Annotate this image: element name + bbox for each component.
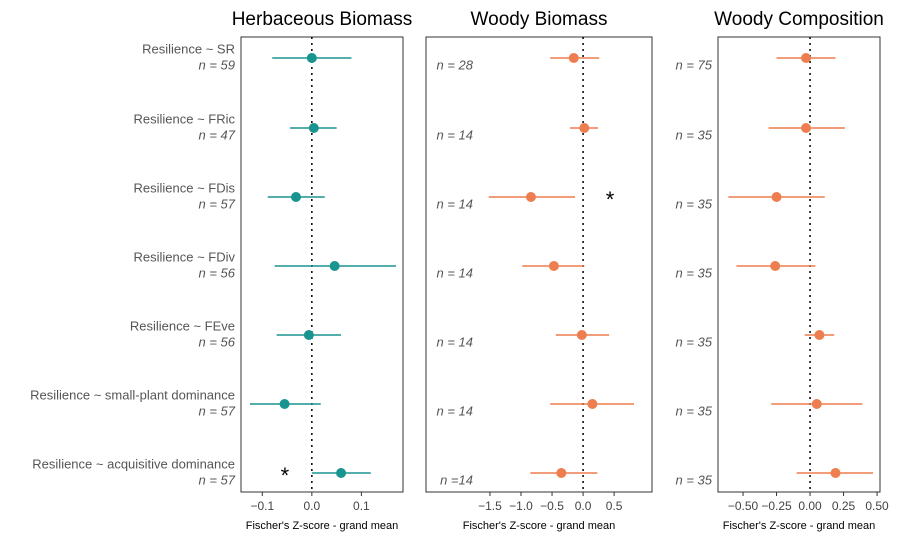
point xyxy=(525,192,536,202)
significance-marker: * xyxy=(281,463,290,488)
row-label: Resilience ~ FDiv xyxy=(133,249,235,264)
panel-frame xyxy=(425,36,653,493)
x-tick-label: 0.0 xyxy=(304,499,321,513)
x-tick-label: −0.25 xyxy=(761,499,792,513)
point xyxy=(329,261,340,271)
x-tick-label: 0.0 xyxy=(575,499,592,513)
point xyxy=(279,399,290,409)
x-tick-label: −0.50 xyxy=(728,499,759,513)
point xyxy=(336,468,347,478)
x-tick-label: −1.5 xyxy=(478,499,502,513)
point xyxy=(770,261,781,271)
n-label: n = 14 xyxy=(436,265,473,280)
panel-title: Woody Biomass xyxy=(471,9,608,30)
point xyxy=(303,330,314,340)
x-tick-label: 0.5 xyxy=(606,499,623,513)
significance-marker: * xyxy=(606,187,615,212)
n-label: n = 35 xyxy=(675,334,712,349)
row-label: Resilience ~ FDis xyxy=(133,180,235,195)
x-tick-label: 0.00 xyxy=(798,499,822,513)
x-axis-label: Fischer's Z-score - grand mean xyxy=(246,520,398,532)
n-label: n = 57 xyxy=(198,472,235,487)
point xyxy=(830,468,841,478)
point xyxy=(308,123,319,133)
x-tick-label: −0.1 xyxy=(250,499,274,513)
row-label: Resilience ~ small-plant dominance xyxy=(30,387,235,402)
point xyxy=(576,330,587,340)
panel-frame xyxy=(717,36,881,493)
panel-title: Woody Composition xyxy=(714,9,884,30)
n-label: n = 56 xyxy=(198,265,235,280)
point xyxy=(579,123,590,133)
n-label: n = 35 xyxy=(675,403,712,418)
point xyxy=(801,123,812,133)
n-label: n = 14 xyxy=(436,403,473,418)
n-label: n = 14 xyxy=(436,334,473,349)
n-label: n = 28 xyxy=(436,57,473,72)
n-label: n = 47 xyxy=(198,127,235,142)
point xyxy=(814,330,825,340)
point xyxy=(587,399,598,409)
n-label: n = 59 xyxy=(198,57,235,72)
n-label: n = 56 xyxy=(198,334,235,349)
x-tick-label: −0.5 xyxy=(540,499,564,513)
row-label: Resilience ~ FEve xyxy=(130,318,235,333)
row-label: Resilience ~ SR xyxy=(142,41,235,56)
n-label: n = 35 xyxy=(675,196,712,211)
x-tick-label: 0.50 xyxy=(865,499,889,513)
n-label: n = 35 xyxy=(675,265,712,280)
x-tick-label: −1.0 xyxy=(509,499,533,513)
point xyxy=(568,53,579,63)
n-label: n = 35 xyxy=(675,127,712,142)
point xyxy=(556,468,567,478)
n-label: n =14 xyxy=(440,472,473,487)
x-tick-label: 0.25 xyxy=(832,499,856,513)
n-label: n = 14 xyxy=(436,196,473,211)
row-label: Resilience ~ acquisitive dominance xyxy=(32,456,235,471)
panel-frame xyxy=(240,36,404,493)
point xyxy=(290,192,301,202)
n-label: n = 57 xyxy=(198,196,235,211)
row-label: Resilience ~ FRic xyxy=(133,111,235,126)
panel-title: Herbaceous Biomass xyxy=(232,9,413,30)
n-label: n = 14 xyxy=(436,127,473,142)
point xyxy=(771,192,782,202)
point xyxy=(306,53,317,63)
point xyxy=(801,53,812,63)
point xyxy=(811,399,822,409)
n-label: n = 35 xyxy=(675,472,712,487)
x-axis-label: Fischer's Z-score - grand mean xyxy=(463,520,615,532)
x-axis-label: Fischer's Z-score - grand mean xyxy=(723,520,875,532)
n-label: n = 57 xyxy=(198,403,235,418)
point xyxy=(548,261,559,271)
n-label: n = 75 xyxy=(675,57,712,72)
x-tick-label: 0.1 xyxy=(353,499,370,513)
